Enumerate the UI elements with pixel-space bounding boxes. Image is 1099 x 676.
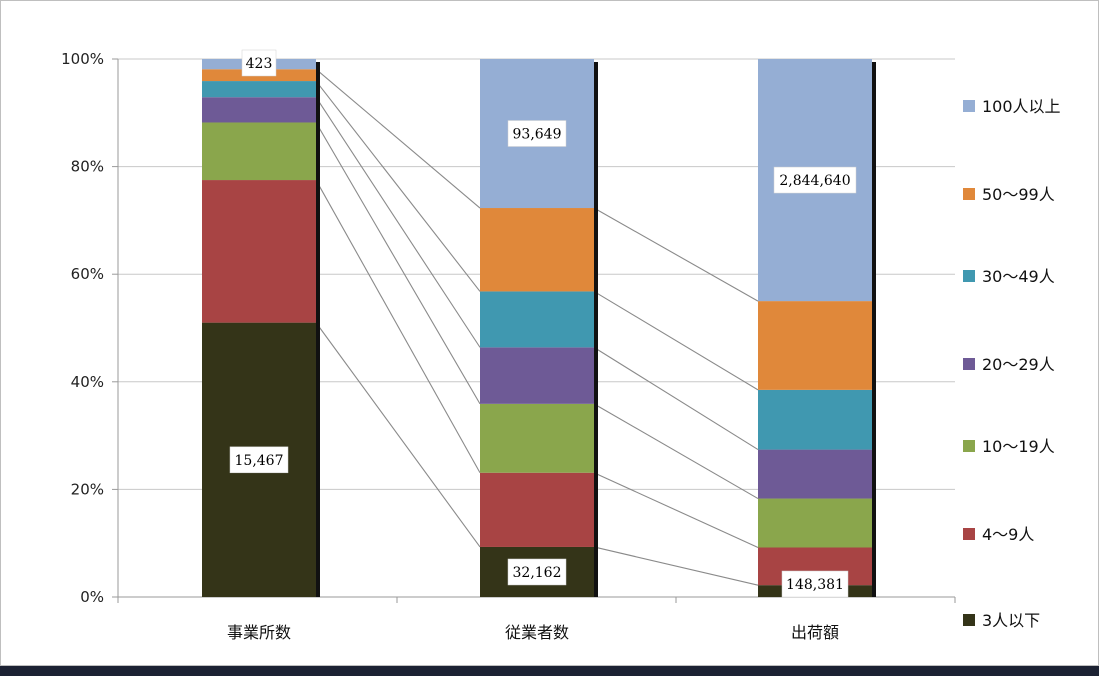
data-label: 2,844,640 [773,166,857,194]
series-connector-line [315,68,481,209]
legend-item: 30～49人 [963,267,1055,286]
bar-segment [202,97,316,123]
bar-shadow [316,62,320,597]
y-axis: 0% 20% 40% 60% 80% 100% [61,50,119,606]
data-label: 15,467 [229,446,289,474]
data-label-text: 2,844,640 [779,173,850,189]
legend-swatch [963,614,975,626]
series-connector-line [315,96,481,348]
bar-segment [202,81,316,98]
bar-segment [480,347,594,404]
data-label-text: 32,162 [513,565,562,581]
legend-swatch [963,440,975,452]
data-label-box [241,49,277,77]
legend-item: 4～9人 [963,525,1034,544]
x-category-label: 出荷額 [791,623,839,642]
series-connector-line [593,290,759,391]
data-label-text: 148,381 [786,577,844,593]
legend-label: 10～19人 [982,437,1055,456]
bar-segment [758,301,872,390]
legend-label: 20～29人 [982,355,1055,374]
series-connector-line [593,546,759,586]
data-label-box [507,558,567,586]
data-label: 32,162 [507,558,567,586]
data-label: 148,381 [781,570,849,598]
bar-segment [758,389,872,450]
legend-label: 30～49人 [982,267,1055,286]
y-tick-label: 20% [71,480,104,498]
x-axis: 事業所数 従業者数 出荷額 [117,597,956,642]
series-connector-line [315,179,481,473]
bar-segment [202,122,316,181]
series-connector-line [593,472,759,549]
bar-segment [480,472,594,547]
data-label: 93,649 [507,120,567,147]
series-connector-line [593,403,759,500]
bar-shadow [872,62,876,597]
legend-item: 10～19人 [963,437,1055,456]
series-connector-lines [315,68,759,586]
data-label-text: 15,467 [235,453,284,469]
data-label-box [507,120,567,147]
bar-shadow [594,62,598,597]
y-tick-label: 40% [71,373,104,391]
data-label-box [781,570,849,598]
bar-segment [202,180,316,323]
series-connector-line [315,122,481,405]
legend-item: 20～29人 [963,355,1055,374]
y-tick-label: 100% [61,50,104,68]
window-bottom-bar [0,666,1099,676]
legend-label: 50～99人 [982,185,1055,204]
legend-label: 4～9人 [982,525,1034,544]
legend-label: 3人以下 [982,611,1040,630]
bar-segment [480,208,594,292]
data-label-box [229,446,289,474]
legend-swatch [963,188,975,200]
legend-item: 100人以上 [963,97,1061,116]
y-tick-label: 60% [71,265,104,283]
data-label-text: 423 [246,56,273,72]
bar-segment [758,449,872,499]
x-category-label: 事業所数 [227,623,291,642]
legend-swatch [963,528,975,540]
legend-item: 50～99人 [963,185,1055,204]
x-category-label: 従業者数 [505,623,569,642]
series-connector-line [593,207,759,302]
series-connector-line [315,80,481,292]
data-labels: 423 15,467 93,649 32,162 2,844,640 148,381 [229,49,857,598]
bar-segment [480,403,594,473]
series-connector-line [593,346,759,451]
legend-label: 100人以上 [982,97,1061,116]
data-label: 423 [241,49,277,77]
bar-segment [480,291,594,348]
y-tick-label: 80% [71,158,104,176]
data-label-box [773,166,857,194]
data-label-text: 93,649 [513,127,562,143]
bar-segment [758,498,872,548]
y-tick-label: 0% [80,588,104,606]
legend-swatch [963,270,975,282]
legend-swatch [963,358,975,370]
series-connector-line [315,322,481,548]
legend-swatch [963,100,975,112]
legend-item: 3人以下 [963,611,1040,630]
legend: 100人以上 50～99人 30～49人 20～29人 10～19人 4～9人 3人以下 [963,97,1061,630]
